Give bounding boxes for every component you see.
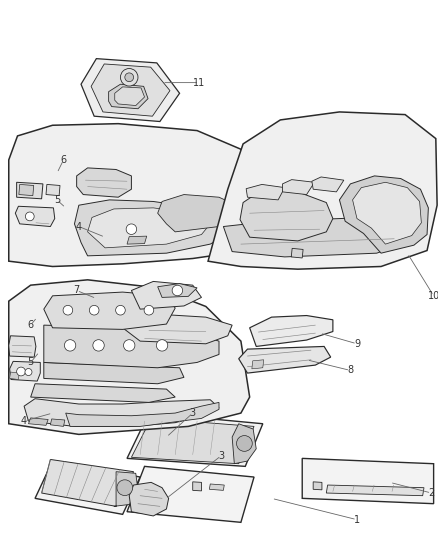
Polygon shape	[127, 466, 254, 522]
Circle shape	[237, 435, 252, 451]
Text: 6: 6	[60, 155, 67, 165]
Text: 5: 5	[28, 358, 34, 367]
Polygon shape	[283, 180, 314, 195]
Polygon shape	[246, 184, 285, 200]
Polygon shape	[10, 372, 19, 379]
Polygon shape	[239, 346, 331, 373]
Polygon shape	[123, 314, 232, 344]
Polygon shape	[91, 64, 170, 116]
Polygon shape	[15, 206, 55, 227]
Text: 8: 8	[347, 366, 353, 375]
Polygon shape	[31, 384, 175, 402]
Polygon shape	[50, 419, 65, 426]
Circle shape	[172, 285, 183, 296]
Polygon shape	[24, 399, 219, 426]
Polygon shape	[44, 362, 184, 384]
Polygon shape	[46, 184, 60, 196]
Polygon shape	[42, 459, 134, 506]
Polygon shape	[9, 336, 36, 357]
Polygon shape	[109, 84, 148, 109]
Polygon shape	[44, 292, 175, 329]
Text: 4: 4	[76, 222, 82, 231]
Polygon shape	[9, 124, 250, 266]
Text: 9: 9	[354, 339, 360, 349]
Text: 1: 1	[354, 515, 360, 524]
Text: 5: 5	[54, 195, 60, 205]
Text: 7: 7	[74, 286, 80, 295]
Polygon shape	[44, 325, 219, 368]
Polygon shape	[313, 482, 322, 490]
Polygon shape	[209, 484, 224, 490]
Circle shape	[89, 305, 99, 315]
Circle shape	[25, 212, 34, 221]
Polygon shape	[35, 461, 140, 514]
Text: 11: 11	[193, 78, 205, 87]
Text: 6: 6	[28, 320, 34, 330]
Polygon shape	[232, 424, 256, 464]
Polygon shape	[129, 482, 169, 516]
Polygon shape	[291, 248, 303, 258]
Polygon shape	[19, 184, 34, 196]
Polygon shape	[9, 280, 250, 434]
Polygon shape	[77, 168, 131, 197]
Polygon shape	[250, 316, 333, 346]
Circle shape	[93, 340, 104, 351]
Polygon shape	[158, 195, 237, 232]
Polygon shape	[66, 402, 219, 426]
Polygon shape	[74, 200, 228, 256]
Circle shape	[25, 368, 32, 376]
Polygon shape	[240, 191, 333, 241]
Circle shape	[125, 73, 134, 82]
Polygon shape	[10, 361, 40, 381]
Polygon shape	[115, 87, 145, 106]
Polygon shape	[252, 360, 264, 369]
Polygon shape	[131, 281, 201, 309]
Circle shape	[126, 224, 137, 235]
Polygon shape	[131, 418, 254, 464]
Polygon shape	[17, 182, 43, 199]
Polygon shape	[127, 236, 147, 244]
Circle shape	[116, 305, 125, 315]
Polygon shape	[114, 472, 138, 506]
Polygon shape	[193, 482, 201, 491]
Polygon shape	[223, 217, 420, 257]
Text: 2: 2	[428, 488, 434, 498]
Text: 10: 10	[427, 291, 438, 301]
Circle shape	[124, 340, 135, 351]
Circle shape	[117, 480, 133, 496]
Polygon shape	[326, 485, 424, 496]
Polygon shape	[88, 208, 210, 248]
Polygon shape	[302, 458, 434, 504]
Polygon shape	[208, 112, 437, 269]
Polygon shape	[28, 418, 48, 425]
Circle shape	[120, 69, 138, 86]
Circle shape	[64, 340, 76, 351]
Polygon shape	[158, 284, 197, 297]
Polygon shape	[353, 182, 421, 244]
Polygon shape	[81, 59, 180, 122]
Text: 3: 3	[218, 451, 224, 461]
Circle shape	[63, 305, 73, 315]
Polygon shape	[339, 176, 428, 253]
Polygon shape	[312, 177, 344, 192]
Circle shape	[17, 367, 25, 376]
Text: 3: 3	[190, 408, 196, 418]
Circle shape	[144, 305, 154, 315]
Text: 4: 4	[21, 416, 27, 426]
Polygon shape	[127, 413, 263, 466]
Circle shape	[156, 340, 168, 351]
